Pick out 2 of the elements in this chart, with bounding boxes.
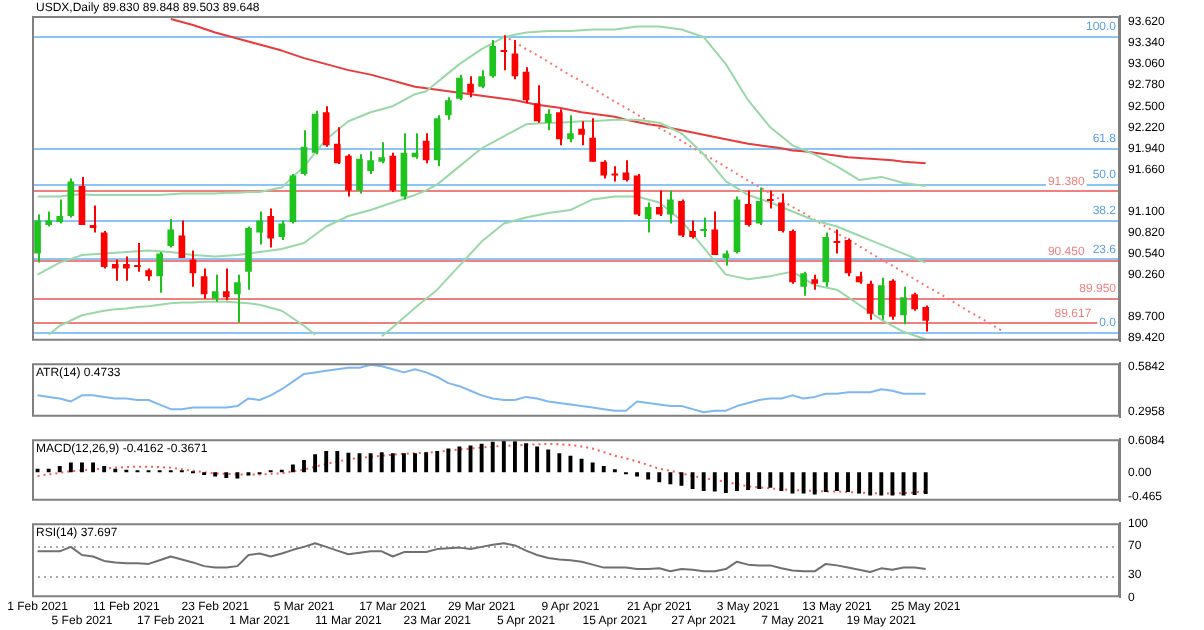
line-series bbox=[36, 442, 927, 495]
line-series bbox=[502, 34, 1005, 333]
